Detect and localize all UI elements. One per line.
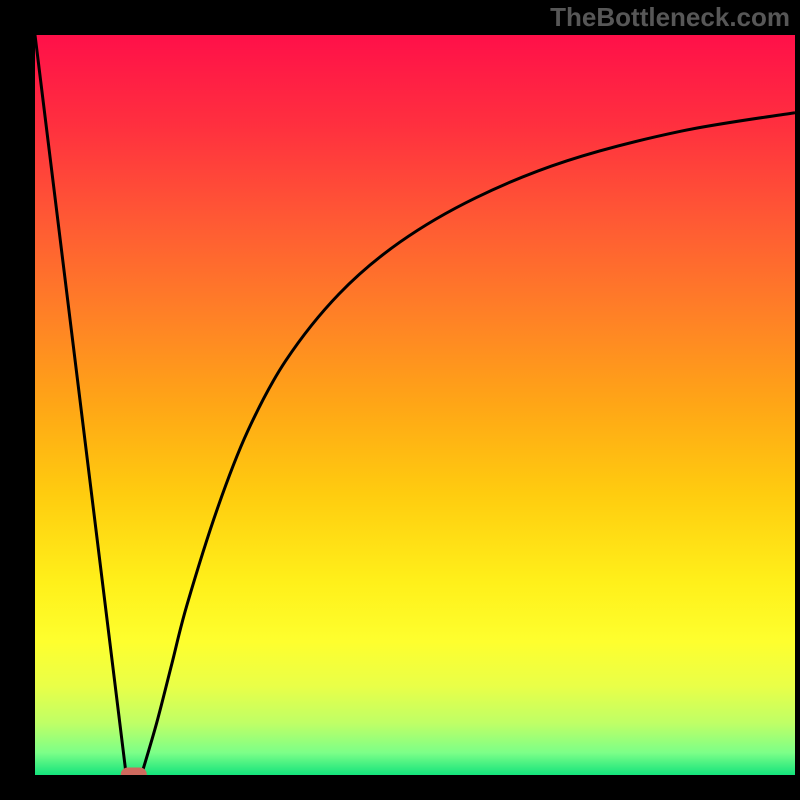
optimal-point-marker xyxy=(121,768,147,776)
chart-container: TheBottleneck.com xyxy=(0,0,800,800)
watermark-text: TheBottleneck.com xyxy=(550,2,790,33)
chart-background xyxy=(35,35,795,775)
bottleneck-chart xyxy=(35,35,795,775)
